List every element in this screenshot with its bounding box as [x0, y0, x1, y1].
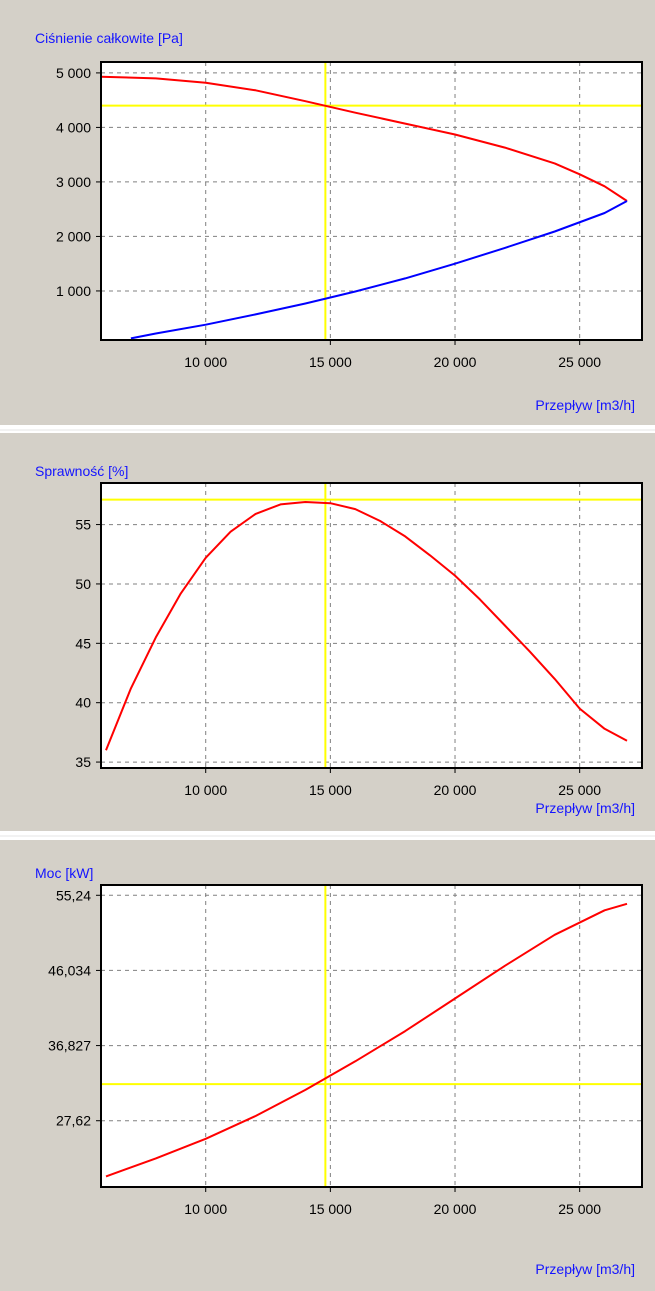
y-tick-label: 36,827: [48, 1038, 91, 1054]
x-axis-label: Przepływ [m3/h]: [535, 800, 635, 816]
axes-frame: [100, 61, 643, 341]
x-axis-label: Przepływ [m3/h]: [535, 1261, 635, 1277]
y-tick-label: 40: [75, 695, 91, 711]
x-tick-label: 15 000: [309, 354, 352, 370]
chart-title: Sprawność [%]: [35, 463, 129, 479]
axes-frame: [100, 482, 643, 769]
y-tick-label: 45: [75, 635, 91, 651]
x-axis-label: Przepływ [m3/h]: [535, 397, 635, 413]
x-tick-label: 25 000: [558, 782, 601, 798]
x-tick-label: 25 000: [558, 354, 601, 370]
power-chart-panel: Moc [kW] 10 000 15 000 20 000 25 000 27,62 36…: [0, 840, 655, 1291]
y-tick-label: 3 000: [56, 174, 91, 190]
series-line-2: [130, 200, 628, 340]
y-tick-label: 46,034: [48, 962, 91, 978]
series-line-1: [105, 902, 628, 1178]
pressure-chart: 10 000 15 000 20 000 25 000 1 000 2 000 3 000 4…: [56, 61, 643, 370]
y-tick-label: 4 000: [56, 119, 91, 135]
y-tick-label: 35: [75, 754, 91, 770]
y-tick-label: 2 000: [56, 228, 91, 244]
plot-area: [101, 62, 642, 340]
x-tick-label: 10 000: [184, 782, 227, 798]
plot-area: [101, 483, 642, 768]
y-tick-label: 55,24: [56, 887, 91, 903]
x-tick-label: 20 000: [434, 782, 477, 798]
divider: [0, 429, 655, 431]
x-tick-label: 10 000: [184, 1201, 227, 1217]
x-tick-label: 15 000: [309, 1201, 352, 1217]
y-tick-label: 55: [75, 517, 91, 533]
pressure-chart-panel: Ciśnienie całkowite [Pa] 10 000 15 000 20 …: [0, 0, 655, 425]
y-tick-label: 27,62: [56, 1113, 91, 1129]
x-tick-label: 10 000: [184, 354, 227, 370]
efficiency-chart: 10 000 15 000 20 000 25 000 35 40 45 50 55: [75, 482, 643, 798]
y-tick-label: 50: [75, 576, 91, 592]
series-line-1: [105, 501, 628, 751]
x-tick-label: 20 000: [434, 1201, 477, 1217]
y-tick-label: 5 000: [56, 65, 91, 81]
series-line-1: [100, 75, 628, 202]
x-tick-label: 15 000: [309, 782, 352, 798]
chart-title: Ciśnienie całkowite [Pa]: [35, 30, 183, 46]
plot-area: [101, 885, 642, 1187]
axes-frame: [100, 884, 643, 1188]
x-tick-label: 20 000: [434, 354, 477, 370]
x-tick-label: 25 000: [558, 1201, 601, 1217]
efficiency-chart-panel: Sprawność [%] 10 000 15 000 20 000 25 000 35…: [0, 433, 655, 831]
chart-title: Moc [kW]: [35, 865, 94, 881]
divider: [0, 835, 655, 837]
y-tick-label: 1 000: [56, 283, 91, 299]
power-chart: 10 000 15 000 20 000 25 000 27,62 36,827 46,03…: [48, 884, 643, 1217]
